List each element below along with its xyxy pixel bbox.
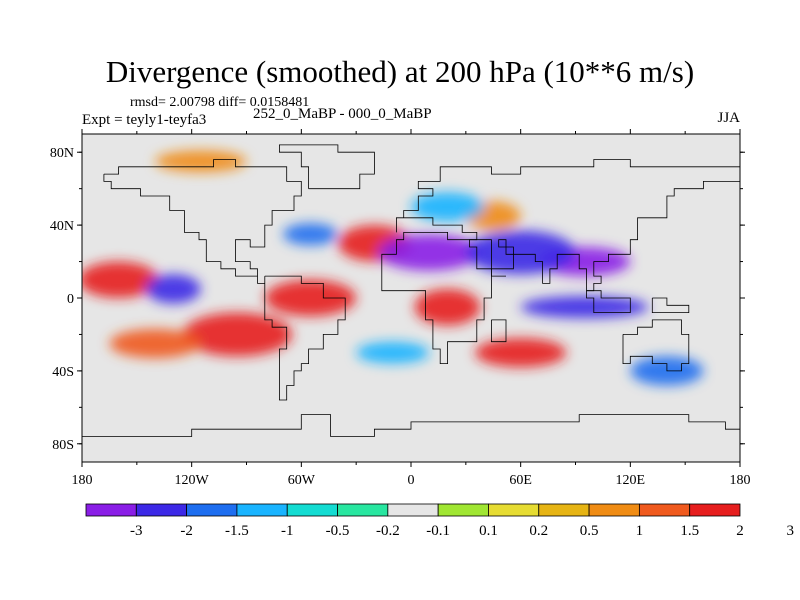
lat-tick-label: 0	[67, 292, 74, 307]
field-blob	[182, 312, 293, 357]
field-blob	[145, 274, 201, 304]
lon-tick-label: 60E	[509, 473, 532, 488]
coastline-segment	[264, 275, 346, 401]
colorbar-label: -0.5	[326, 523, 350, 539]
colorbar-label: 2	[736, 523, 744, 539]
coastline-segment	[396, 159, 740, 292]
lat-tick-label: 80S	[52, 438, 74, 453]
field-blob	[264, 279, 357, 317]
field-blob	[109, 328, 201, 359]
colorbar-swatch	[538, 503, 590, 517]
coastline-segment	[103, 159, 302, 284]
lon-tick-label: 60W	[288, 473, 316, 488]
coastline-segment	[622, 319, 690, 372]
colorbar-label: -0.2	[376, 523, 400, 539]
coastline-segment	[279, 144, 375, 190]
colorbar-label: -1.5	[225, 523, 249, 539]
colorbar-label: -3	[130, 523, 143, 539]
field-blob	[155, 150, 247, 173]
coastline	[82, 144, 740, 437]
field-blob	[378, 234, 481, 271]
colorbar-swatch	[135, 503, 188, 517]
colorbar-label: -2	[180, 523, 193, 539]
plot-title: Divergence (smoothed) at 200 hPa (10**6 …	[105, 54, 695, 89]
field-blob	[411, 192, 485, 222]
lat-tick-label: 80N	[50, 146, 74, 161]
coastline-segment	[82, 414, 740, 437]
colorbar-label: 0.1	[479, 523, 498, 539]
stats-label: rmsd= 2.00798 diff= 0.0158481	[130, 95, 310, 110]
colorbar-swatch	[588, 503, 640, 517]
colorbar-swatch	[286, 503, 338, 517]
colorbar-swatch	[337, 503, 389, 517]
colorbar-label: 3	[787, 523, 795, 539]
colorbar-label: 0.5	[580, 523, 599, 539]
field-blob	[356, 341, 430, 364]
colorbar: -3 -2 -1.5 -1 -0.5 -0.2 -0.1 0.1 0.2 0.5 1 1.5 2 3	[85, 503, 795, 539]
lon-tick-label: 120E	[616, 473, 646, 488]
colorbar-swatch	[638, 503, 691, 517]
colorbar-label: 1	[636, 523, 644, 539]
coastline-segment	[586, 290, 631, 313]
lon-tick-label: 120W	[175, 473, 210, 488]
field-blob	[82, 261, 159, 298]
coastline-segment	[381, 232, 506, 364]
colorbar-swatch	[236, 503, 288, 517]
season-label: JJA	[717, 110, 740, 126]
coastline-segment	[491, 319, 507, 343]
colorbar-swatch	[387, 503, 439, 517]
lat-tick-label: 40S	[52, 365, 74, 380]
colorbar-swatch	[689, 503, 741, 517]
lat-tick-label: 40N	[50, 219, 74, 234]
colorbar-swatch	[85, 503, 137, 517]
colorbar-swatch	[437, 503, 489, 517]
field-blobs	[82, 150, 704, 386]
lon-tick-label: 0	[408, 473, 415, 488]
axis-ticks: 80N 40N 0 40S 80S 180 120W 60W 0 60E 120E 180	[50, 129, 751, 488]
comparison-label: 252_0_MaBP - 000_0_MaBP	[253, 106, 432, 122]
divergence-field	[82, 134, 740, 462]
field-blob	[520, 296, 649, 319]
colorbar-label: -0.1	[426, 523, 450, 539]
experiment-label: Expt = teyly1-teyfa3	[82, 112, 207, 128]
colorbar-label: -1	[281, 523, 294, 539]
field-blob	[474, 338, 567, 368]
field-blob	[465, 230, 576, 275]
colorbar-label: 1.5	[680, 523, 699, 539]
field-blob	[414, 288, 481, 326]
lon-tick-label: 180	[72, 473, 93, 488]
coastline-segment	[651, 297, 690, 313]
colorbar-swatch	[186, 503, 238, 517]
colorbar-swatch	[488, 503, 540, 517]
colorbar-label: 0.2	[529, 523, 548, 539]
field-blob	[283, 223, 338, 246]
lon-tick-label: 180	[730, 473, 751, 488]
